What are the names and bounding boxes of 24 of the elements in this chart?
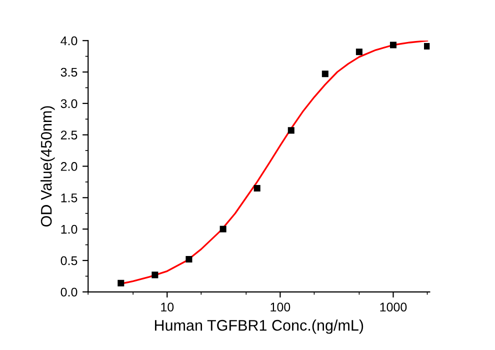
y-tick-label: 1.0 bbox=[61, 224, 78, 234]
point bbox=[118, 280, 124, 286]
x-tick-label: 10 bbox=[161, 302, 174, 312]
x-axis-title: Human TGFBR1 Conc.(ng/mL) bbox=[155, 320, 364, 334]
y-tick-label: 3.5 bbox=[60, 68, 78, 77]
y-tick-label: 2.5 bbox=[60, 130, 78, 140]
y-tick-label: 4.0 bbox=[60, 36, 78, 46]
y-tick-label: 3.0 bbox=[60, 99, 78, 108]
point bbox=[322, 70, 328, 78]
point bbox=[220, 226, 226, 232]
y-tick-label: 2.0 bbox=[60, 162, 78, 171]
y-tick-label: 1.5 bbox=[61, 194, 78, 202]
point bbox=[356, 48, 362, 56]
x-tick-label: 1000 bbox=[380, 302, 407, 312]
point bbox=[424, 42, 430, 50]
y-tick-label: 0.0 bbox=[60, 288, 78, 297]
point bbox=[186, 256, 192, 262]
y-axis-title: OD Value(450nm) bbox=[40, 106, 55, 227]
point bbox=[254, 184, 260, 192]
point bbox=[390, 42, 396, 48]
point bbox=[152, 272, 158, 278]
y-tick-label: 0.5 bbox=[60, 256, 78, 266]
point bbox=[288, 127, 294, 134]
x-tick-label: 100 bbox=[270, 302, 290, 312]
